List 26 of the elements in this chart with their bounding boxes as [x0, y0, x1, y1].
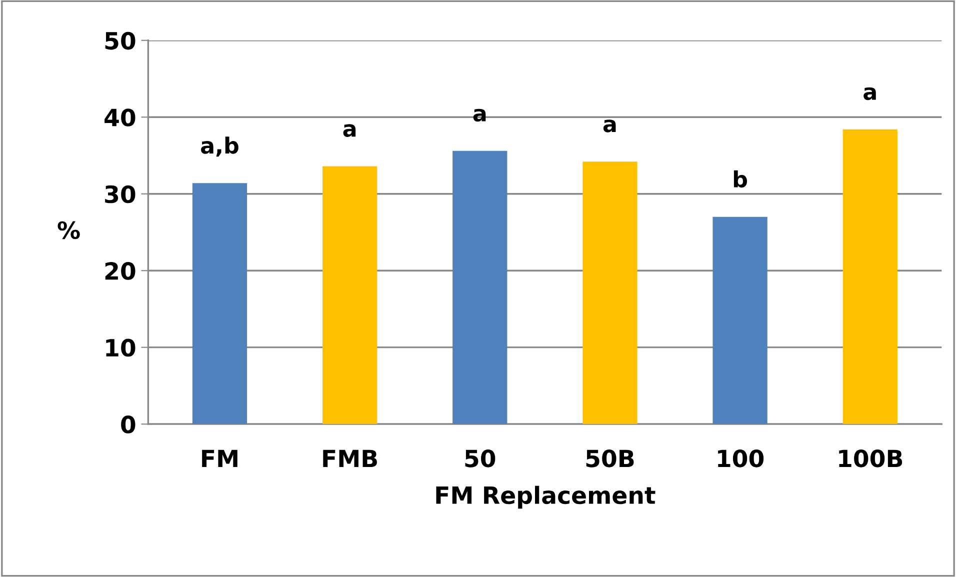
annotation: a — [473, 108, 486, 122]
x-axis-title: FM Replacement — [436, 486, 656, 509]
y-tick-label: 10 — [106, 338, 136, 357]
annotation: a — [343, 124, 356, 137]
bar — [192, 183, 248, 424]
bar — [712, 216, 768, 424]
y-axis-title: % — [58, 221, 80, 240]
x-tick-label: FMB — [323, 450, 377, 468]
bar — [842, 129, 898, 424]
y-tick-label: 50 — [105, 32, 136, 50]
bar — [452, 150, 508, 424]
y-tick-label: 0 — [121, 416, 136, 434]
x-tick-label: FM — [202, 450, 238, 468]
y-tick-label: 20 — [105, 262, 136, 280]
x-tick-label: 100 — [718, 450, 764, 468]
x-tick-label: 100B — [839, 450, 902, 468]
x-tick-label: 50B — [586, 450, 634, 468]
x-tick-label: 50 — [465, 450, 496, 468]
annotation: a — [864, 87, 876, 100]
bar — [582, 162, 638, 424]
annotation: b — [734, 170, 747, 188]
y-tick-label: 30 — [105, 185, 136, 204]
annotation: a,b — [201, 136, 238, 157]
y-tick-label: 40 — [104, 108, 136, 126]
annotation: a — [603, 120, 616, 132]
bar — [322, 166, 378, 424]
